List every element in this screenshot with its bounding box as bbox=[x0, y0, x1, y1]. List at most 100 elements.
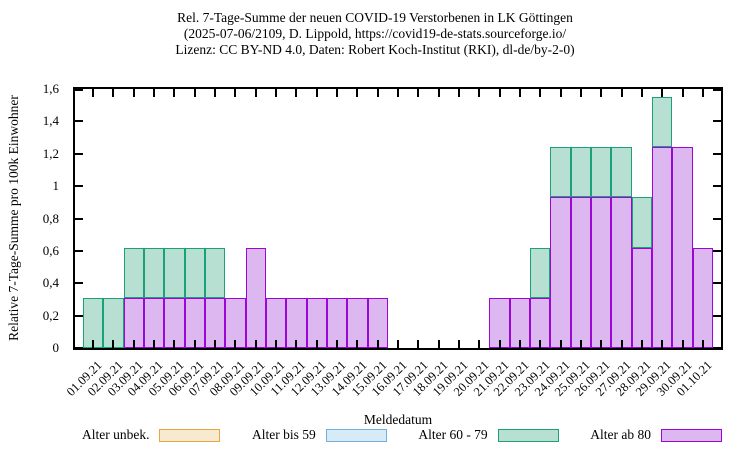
chart-title-line2: (2025-07-06/2109, D. Lippold, https://co… bbox=[183, 26, 567, 41]
bar-segment bbox=[184, 247, 205, 298]
x-tick bbox=[559, 89, 562, 97]
legend-item: Alter 60 - 79 bbox=[418, 427, 559, 443]
x-tick bbox=[518, 89, 521, 97]
x-tick bbox=[478, 340, 481, 348]
x-tick bbox=[234, 89, 237, 97]
x-tick bbox=[498, 340, 501, 348]
bar-segment bbox=[692, 247, 713, 348]
bar-segment bbox=[611, 197, 632, 348]
y-tick bbox=[75, 89, 83, 91]
legend-label: Alter unbek. bbox=[82, 427, 150, 442]
legend-item: Alter bis 59 bbox=[252, 427, 387, 443]
x-tick bbox=[701, 89, 704, 97]
x-tick bbox=[437, 89, 440, 97]
y-tick bbox=[75, 282, 83, 285]
x-tick bbox=[681, 89, 684, 97]
y-tick bbox=[75, 314, 83, 317]
x-tick bbox=[214, 340, 217, 348]
x-tick bbox=[701, 340, 704, 348]
x-tick bbox=[153, 340, 156, 348]
x-tick bbox=[600, 89, 603, 97]
bar-segment bbox=[204, 247, 226, 298]
x-tick bbox=[132, 89, 135, 97]
bar-segment bbox=[550, 197, 571, 348]
bar-segment bbox=[164, 247, 185, 298]
y-tick-label: 0,8 bbox=[42, 210, 59, 226]
y-tick-label: 1,4 bbox=[42, 113, 59, 129]
x-tick bbox=[254, 89, 257, 97]
bar-segment bbox=[530, 247, 551, 298]
x-tick bbox=[295, 340, 298, 348]
legend-label: Alter 60 - 79 bbox=[418, 427, 488, 442]
legend-item: Alter unbek. bbox=[82, 427, 221, 443]
y-tick-label: 1 bbox=[52, 178, 60, 194]
legend-label: Alter bis 59 bbox=[252, 427, 316, 442]
bar-segment bbox=[631, 197, 653, 248]
x-tick bbox=[518, 340, 521, 348]
x-tick bbox=[397, 340, 399, 348]
y-tick bbox=[75, 249, 83, 252]
y-tick bbox=[75, 347, 83, 349]
bar-segment bbox=[611, 147, 632, 198]
y-tick-label: 0,6 bbox=[42, 242, 59, 258]
x-tick bbox=[376, 89, 379, 97]
x-tick bbox=[640, 340, 643, 348]
bar-segment bbox=[631, 247, 653, 348]
y-tick-label: 0 bbox=[52, 340, 60, 355]
y-tick bbox=[713, 120, 721, 123]
x-tick bbox=[579, 89, 582, 97]
x-tick bbox=[681, 340, 684, 348]
x-tick bbox=[275, 89, 278, 97]
x-tick bbox=[173, 340, 176, 348]
y-tick bbox=[713, 185, 721, 188]
bar-segment bbox=[143, 247, 165, 298]
x-tick bbox=[620, 340, 623, 348]
x-tick bbox=[579, 340, 582, 348]
x-tick bbox=[376, 340, 379, 348]
x-tick bbox=[275, 340, 278, 348]
legend-swatch bbox=[497, 428, 559, 442]
y-tick bbox=[75, 152, 83, 155]
x-tick bbox=[661, 340, 664, 348]
y-tick bbox=[75, 217, 83, 220]
x-tick bbox=[92, 340, 95, 348]
y-tick bbox=[713, 282, 721, 285]
legend-swatch bbox=[325, 428, 387, 442]
y-tick bbox=[75, 185, 83, 188]
x-tick bbox=[478, 89, 481, 97]
y-tick-label: 1,6 bbox=[42, 81, 59, 96]
y-tick-labels: 0 0,2 0,4 0,6 0,8 1 1,2 1,4 1,6 bbox=[0, 82, 66, 355]
x-tick bbox=[356, 89, 359, 97]
x-tick bbox=[437, 340, 440, 348]
x-tick bbox=[356, 340, 359, 348]
x-tick bbox=[539, 340, 542, 348]
chart-title: Rel. 7-Tage-Summe der neuen COVID-19 Ver… bbox=[0, 10, 750, 58]
legend-swatch bbox=[159, 428, 221, 442]
y-tick bbox=[713, 89, 721, 91]
x-tick bbox=[315, 89, 318, 97]
x-tick bbox=[193, 89, 196, 97]
x-tick bbox=[153, 89, 156, 97]
bar-segment bbox=[123, 247, 144, 298]
x-tick bbox=[214, 89, 217, 97]
x-tick bbox=[336, 89, 339, 97]
y-tick bbox=[75, 120, 83, 123]
x-tick bbox=[457, 340, 460, 348]
x-tick bbox=[234, 340, 237, 348]
x-tick bbox=[498, 89, 501, 97]
plot-area bbox=[73, 87, 723, 350]
bar-segment bbox=[652, 97, 673, 148]
legend-swatch bbox=[660, 428, 722, 442]
x-tick bbox=[539, 89, 542, 97]
x-tick bbox=[173, 89, 176, 97]
y-tick bbox=[713, 152, 721, 155]
x-tick bbox=[112, 340, 115, 348]
chart-title-line3: Lizenz: CC BY-ND 4.0, Daten: Robert Koch… bbox=[175, 42, 575, 57]
x-tick bbox=[600, 340, 603, 348]
x-axis-title: Meldedatum bbox=[363, 412, 433, 427]
y-tick bbox=[713, 314, 721, 317]
x-tick bbox=[315, 340, 318, 348]
legend: Alter unbek. Alter bis 59 Alter 60 - 79 Alt… bbox=[82, 427, 722, 443]
x-tick bbox=[132, 340, 135, 348]
